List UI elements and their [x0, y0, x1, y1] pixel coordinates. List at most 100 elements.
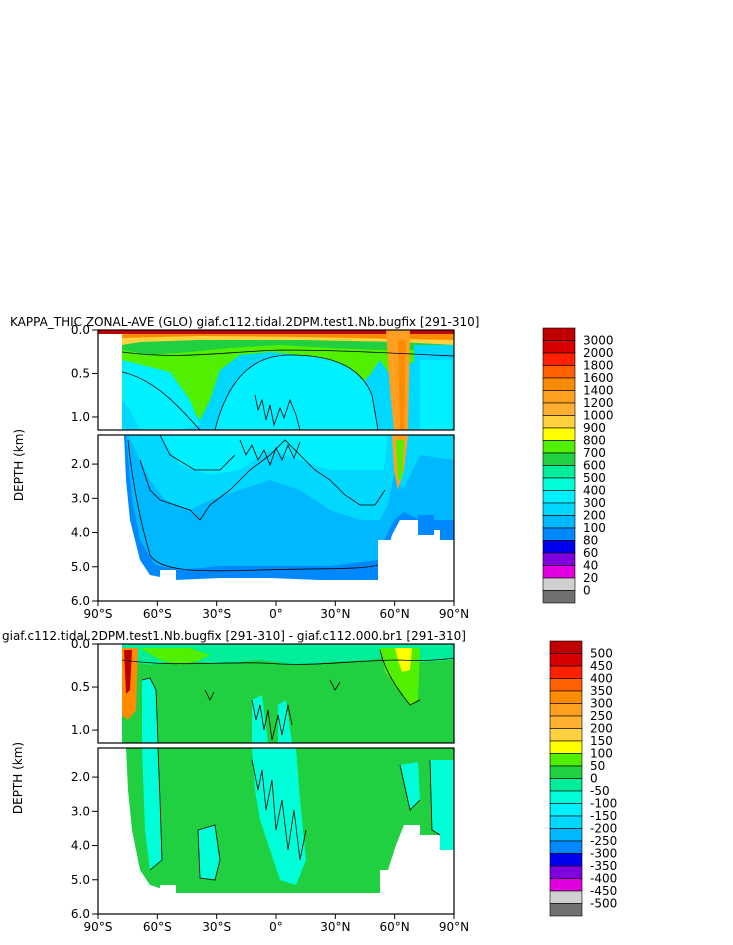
colorbar-label: 700: [583, 446, 606, 460]
colorbar-swatch: [549, 740, 583, 754]
y-tick-label: 3.0: [71, 491, 90, 505]
y-tick-label: 0.5: [71, 366, 90, 380]
colorbar-label: 300: [590, 697, 613, 711]
colorbar-label: 600: [583, 459, 606, 473]
x-tick-label: 90°S: [84, 607, 113, 621]
x-tick-label: 90°N: [439, 920, 469, 934]
colorbar-swatch: [542, 452, 576, 466]
colorbar-swatch: [542, 365, 576, 379]
colorbar-swatch: [542, 427, 576, 441]
colorbar-label: -400: [590, 872, 617, 886]
colorbar-swatch: [549, 878, 583, 892]
y-tick-label: 0.0: [71, 637, 90, 651]
y-tick-label: 5.0: [71, 560, 90, 574]
top-ylabel: DEPTH (km): [12, 429, 26, 501]
colorbar-swatch: [542, 590, 576, 604]
colorbar-label: 350: [590, 684, 613, 698]
x-tick-label: 30°N: [320, 607, 350, 621]
colorbar-swatch: [542, 565, 576, 579]
bottom-upper-field: [98, 644, 454, 743]
top-lower-field: [98, 435, 454, 601]
colorbar-label: 2000: [583, 346, 614, 360]
colorbar-swatch: [549, 853, 583, 867]
colorbar-label: 3000: [583, 334, 614, 348]
colorbar-swatch: [542, 540, 576, 554]
colorbar-swatch: [549, 665, 583, 679]
bottom-colorbar: 500450400350300250200150100500-50-100-15…: [549, 640, 617, 917]
y-tick-label: 1.0: [71, 410, 90, 424]
colorbar-swatch: [549, 728, 583, 742]
colorbar-label: -50: [590, 784, 610, 798]
colorbar-swatch: [549, 790, 583, 804]
colorbar-label: -350: [590, 859, 617, 873]
colorbar-label: 250: [590, 709, 613, 723]
colorbar-swatch: [542, 352, 576, 366]
y-tick-label: 6.0: [71, 907, 90, 921]
colorbar-swatch: [549, 765, 583, 779]
colorbar-swatch: [542, 515, 576, 529]
colorbar-label: 0: [590, 772, 598, 786]
colorbar-swatch: [549, 890, 583, 904]
x-tick-label: 60°N: [380, 920, 410, 934]
colorbar-label: 60: [583, 546, 598, 560]
x-tick-label: 0°: [269, 607, 283, 621]
colorbar-label: 0: [583, 584, 591, 598]
top-title: KAPPA_THIC ZONAL-AVE (GLO) giaf.c112.tid…: [10, 315, 479, 329]
colorbar-swatch: [542, 402, 576, 416]
colorbar-swatch: [542, 327, 576, 341]
colorbar-label: 400: [583, 484, 606, 498]
colorbar-swatch: [549, 903, 583, 917]
colorbar-label: 40: [583, 559, 598, 573]
colorbar-label: 500: [583, 471, 606, 485]
colorbar-swatch: [549, 703, 583, 717]
colorbar-label: -250: [590, 834, 617, 848]
colorbar-swatch: [542, 415, 576, 429]
colorbar-label: 100: [590, 747, 613, 761]
top-y-ticks: 0.0 0.5 1.0 2.0 3.0 4.0 5.0 6.0: [71, 323, 98, 608]
colorbar-swatch: [549, 690, 583, 704]
bottom-title: giaf.c112.tidal.2DPM.test1.Nb.bugfix [29…: [2, 629, 466, 643]
colorbar-swatch: [542, 502, 576, 516]
colorbar-swatch: [549, 653, 583, 667]
colorbar-label: 200: [583, 509, 606, 523]
bottom-ylabel: DEPTH (km): [11, 742, 25, 814]
colorbar-swatch: [549, 678, 583, 692]
colorbar-label: 200: [590, 722, 613, 736]
colorbar-swatch: [542, 377, 576, 391]
y-tick-label: 5.0: [71, 873, 90, 887]
colorbar-label: -100: [590, 797, 617, 811]
y-tick-label: 0.5: [71, 680, 90, 694]
colorbar-label: 1800: [583, 359, 614, 373]
x-tick-label: 60°N: [380, 607, 410, 621]
colorbar-label: -300: [590, 847, 617, 861]
colorbar-label: -450: [590, 884, 617, 898]
y-tick-label: 2.0: [71, 457, 90, 471]
colorbar-swatch: [549, 640, 583, 654]
x-tick-label: 60°S: [143, 607, 172, 621]
x-tick-label: 60°S: [143, 920, 172, 934]
colorbar-swatch: [542, 390, 576, 404]
bottom-panel: giaf.c112.tidal.2DPM.test1.Nb.bugfix [29…: [2, 629, 617, 934]
x-tick-label: 30°S: [202, 607, 231, 621]
colorbar-swatch: [549, 715, 583, 729]
colorbar-label: 450: [590, 659, 613, 673]
colorbar-swatch: [542, 440, 576, 454]
x-tick-label: 30°N: [320, 920, 350, 934]
colorbar-swatch: [542, 477, 576, 491]
colorbar-swatch: [549, 828, 583, 842]
y-tick-label: 4.0: [71, 526, 90, 540]
top-colorbar: 3000200018001600140012001000900800700600…: [542, 327, 614, 604]
y-tick-label: 1.0: [71, 723, 90, 737]
colorbar-label: 300: [583, 496, 606, 510]
colorbar-swatch: [549, 840, 583, 854]
colorbar-label: 800: [583, 434, 606, 448]
x-tick-label: 90°N: [439, 607, 469, 621]
colorbar-swatch: [542, 552, 576, 566]
colorbar-swatch: [542, 465, 576, 479]
colorbar-swatch: [549, 865, 583, 879]
x-tick-label: 0°: [269, 920, 283, 934]
colorbar-swatch: [549, 815, 583, 829]
colorbar-label: 1200: [583, 396, 614, 410]
bottom-y-ticks: 0.0 0.5 1.0 2.0 3.0 4.0 5.0 6.0: [71, 637, 98, 921]
